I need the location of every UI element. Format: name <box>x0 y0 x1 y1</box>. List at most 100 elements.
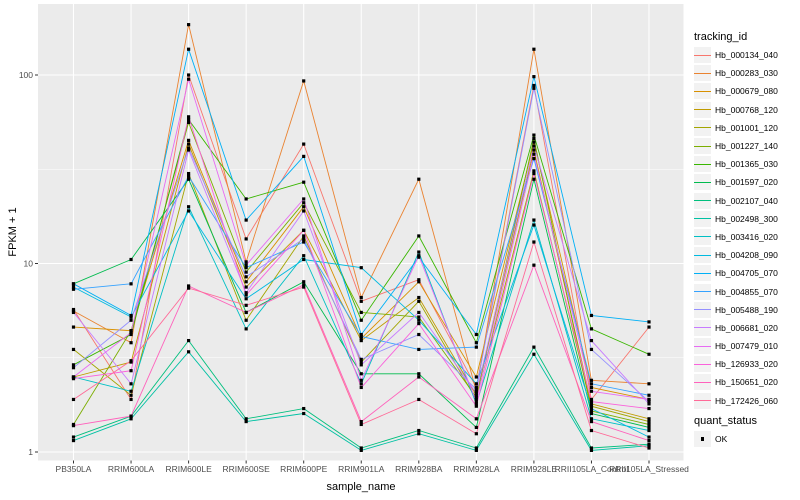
legend-key-line-icon <box>694 374 711 391</box>
data-point-ok <box>71 424 76 428</box>
legend-key-line-icon <box>694 210 711 227</box>
legend-key-line-icon <box>694 119 711 136</box>
data-point-ok <box>302 240 306 244</box>
x-axis-title: sample_name <box>326 481 396 493</box>
series-color-line <box>694 72 711 74</box>
data-point-ok <box>359 378 363 382</box>
data-point-ok <box>589 428 594 433</box>
data-point-ok <box>474 393 478 397</box>
data-point-ok <box>302 254 306 258</box>
data-point-ok <box>417 299 421 303</box>
data-point-ok <box>359 266 363 270</box>
legend-item-Hb_001227_140: Hb_001227_140 <box>694 137 800 155</box>
data-point-ok <box>647 325 651 329</box>
series-color-line <box>694 309 711 311</box>
data-point-ok <box>532 148 536 152</box>
data-point-ok <box>474 391 478 395</box>
data-point-ok <box>187 148 191 152</box>
legend-item-label: Hb_150651_020 <box>715 377 778 388</box>
data-point-ok <box>187 23 191 27</box>
data-point-ok <box>71 438 76 443</box>
data-point-ok <box>302 285 306 289</box>
data-point-ok <box>187 350 191 354</box>
data-point-ok <box>417 428 421 433</box>
data-point-ok <box>187 177 191 181</box>
data-point-ok <box>244 218 248 222</box>
legend-item-label: Hb_001597_020 <box>715 177 778 188</box>
data-point-ok <box>187 138 191 142</box>
y-tick-label: 100 <box>19 70 33 80</box>
data-point-ok <box>359 360 363 364</box>
data-point-ok <box>302 411 306 416</box>
data-point-ok <box>129 332 133 337</box>
data-point-ok <box>244 291 248 295</box>
data-point-ok <box>244 260 248 264</box>
data-point-ok <box>647 393 651 397</box>
data-point-ok <box>244 297 248 301</box>
legend-item-label: Hb_006681_020 <box>715 322 778 333</box>
data-point-ok <box>589 327 594 331</box>
x-tick-label: RRIM600LA <box>108 464 155 474</box>
legend-key-line-icon <box>694 156 711 173</box>
data-point-ok <box>474 389 478 393</box>
y-axis-title: FPKM + 1 <box>7 207 19 257</box>
data-point-ok <box>474 397 478 402</box>
data-point-ok <box>417 318 421 322</box>
legend-key-line-icon <box>694 392 711 409</box>
legend-item-label: Hb_005488_190 <box>715 304 778 315</box>
legend-item-Hb_000768_120: Hb_000768_120 <box>694 101 800 119</box>
data-point-ok <box>71 377 76 381</box>
data-point-ok <box>589 404 594 408</box>
series-color-line <box>694 218 711 220</box>
data-point-ok <box>589 402 594 406</box>
legend-item-Hb_001365_030: Hb_001365_030 <box>694 155 800 173</box>
data-point-ok <box>244 275 248 279</box>
data-point-ok <box>187 171 191 176</box>
series-color-line <box>694 400 711 402</box>
data-point-ok <box>417 310 421 315</box>
data-point-ok <box>187 286 191 290</box>
x-tick-label: RRIM600PE <box>280 464 328 474</box>
data-point-ok <box>647 406 651 411</box>
data-point-ok <box>532 86 536 90</box>
data-point-ok <box>647 428 651 433</box>
data-point-ok <box>474 417 478 421</box>
data-point-ok <box>359 422 363 427</box>
data-point-ok <box>244 263 248 267</box>
data-point-ok <box>647 435 651 439</box>
data-point-ok <box>474 345 478 349</box>
data-point-ok <box>417 177 421 181</box>
data-point-ok <box>244 318 248 322</box>
data-point-ok <box>417 372 421 376</box>
data-point-ok <box>129 414 133 418</box>
legend-key-line-icon <box>694 101 711 118</box>
data-point-ok <box>302 197 306 201</box>
data-point-ok <box>359 357 363 361</box>
data-point-ok <box>532 140 536 144</box>
data-point-ok <box>244 310 248 315</box>
data-point-ok <box>474 382 478 386</box>
legend-title-quant-status: quant_status <box>694 414 757 427</box>
data-point-ok <box>417 315 421 319</box>
data-point-ok <box>417 295 421 300</box>
data-point-ok <box>589 411 594 416</box>
data-point-ok <box>532 223 536 227</box>
data-point-ok <box>129 359 133 363</box>
data-point-ok <box>589 338 594 343</box>
data-point-ok <box>417 432 421 436</box>
data-point-ok <box>129 282 133 286</box>
data-point-ok <box>359 299 363 303</box>
x-tick-label: RRIM928LE <box>511 464 558 474</box>
data-point-ok <box>187 209 191 213</box>
data-point-ok <box>474 400 478 404</box>
legend-item-Hb_126933_020: Hb_126933_020 <box>694 355 800 373</box>
data-point-ok <box>302 180 306 184</box>
data-point-ok <box>532 240 536 244</box>
data-point-ok <box>647 402 651 406</box>
data-point-ok <box>417 234 421 238</box>
data-point-ok <box>589 419 594 424</box>
data-point-ok <box>532 75 536 79</box>
data-point-ok <box>359 338 363 343</box>
data-point-ok <box>187 73 191 77</box>
